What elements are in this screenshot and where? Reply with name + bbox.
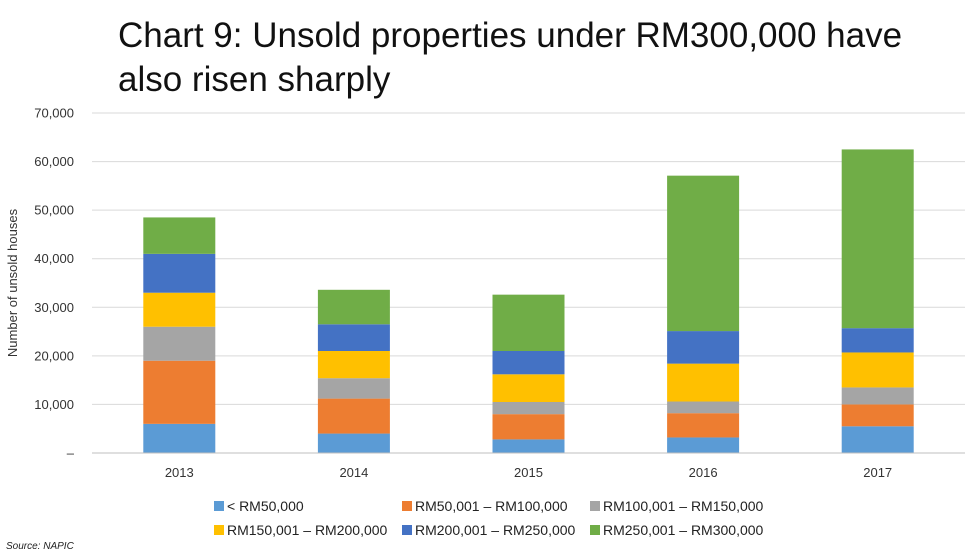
legend-item: < RM50,000 <box>214 498 402 514</box>
x-tick-label: 2016 <box>689 465 718 480</box>
x-tick-label: 2017 <box>863 465 892 480</box>
x-tick-label: 2015 <box>514 465 543 480</box>
bars <box>143 149 914 453</box>
legend-item: RM200,001 – RM250,000 <box>402 522 590 538</box>
legend-swatch <box>590 501 600 511</box>
bar-segment <box>143 423 216 453</box>
y-tick-label: 20,000 <box>34 348 74 363</box>
legend-label: RM150,001 – RM200,000 <box>227 522 388 538</box>
bar-segment <box>492 414 565 440</box>
bar-segment <box>492 402 565 415</box>
legend-item: RM50,001 – RM100,000 <box>402 498 590 514</box>
legend-swatch <box>402 525 412 535</box>
y-tick-label: 40,000 <box>34 251 74 266</box>
y-tick-label: 50,000 <box>34 203 74 218</box>
bar-segment <box>143 217 216 254</box>
bar-segment <box>841 149 914 329</box>
legend-row: < RM50,000 RM50,001 – RM100,000 RM100,001 … <box>214 494 814 518</box>
y-axis-ticks: – 10,000 20,000 30,000 40,000 50,000 60,000 70,… <box>34 106 75 461</box>
bar-segment <box>317 289 390 325</box>
legend-label: RM200,001 – RM250,000 <box>415 522 576 538</box>
bar-segment <box>667 413 740 438</box>
bar-segment <box>667 401 740 414</box>
bar-segment <box>841 328 914 353</box>
bar-segment <box>667 331 740 364</box>
y-tick-label: 30,000 <box>34 300 74 315</box>
y-tick-label: 60,000 <box>34 154 74 169</box>
legend-item: RM100,001 – RM150,000 <box>590 498 790 514</box>
bar-segment <box>667 437 740 453</box>
legend-row: RM150,001 – RM200,000 RM200,001 – RM250,0… <box>214 518 814 542</box>
bar-segment <box>667 175 740 332</box>
bar-segment <box>143 326 216 361</box>
bar-segment <box>143 292 216 327</box>
legend: < RM50,000 RM50,001 – RM100,000 RM100,001 … <box>214 494 814 542</box>
source-note: Source: NAPIC <box>6 541 74 552</box>
bar-segment <box>841 352 914 388</box>
legend-swatch <box>214 525 224 535</box>
bar-segment <box>841 426 914 453</box>
bar-segment <box>667 363 740 402</box>
legend-label: RM100,001 – RM150,000 <box>603 498 764 514</box>
bar-segment <box>317 351 390 379</box>
chart-title: Chart 9: Unsold properties under RM300,0… <box>118 16 903 99</box>
legend-swatch <box>214 501 224 511</box>
x-tick-label: 2014 <box>339 465 368 480</box>
legend-label: RM50,001 – RM100,000 <box>415 498 568 514</box>
y-tick-label: 10,000 <box>34 397 74 412</box>
bar-segment <box>317 378 390 399</box>
y-tick-label: 70,000 <box>34 106 74 121</box>
y-axis-title: Number of unsold houses <box>5 208 20 357</box>
legend-swatch <box>402 501 412 511</box>
bar-segment <box>841 404 914 427</box>
bar-segment <box>317 324 390 351</box>
bar-segment <box>317 398 390 434</box>
bar-segment <box>317 433 390 453</box>
bar-segment <box>143 360 216 424</box>
x-tick-label: 2013 <box>165 465 194 480</box>
legend-item: RM150,001 – RM200,000 <box>214 522 402 538</box>
legend-label: < RM50,000 <box>227 498 304 514</box>
y-tick-label: – <box>67 446 75 461</box>
legend-item: RM250,001 – RM300,000 <box>590 522 790 538</box>
legend-swatch <box>590 525 600 535</box>
legend-label: RM250,001 – RM300,000 <box>603 522 764 538</box>
bar-segment <box>492 374 565 402</box>
bar-segment <box>143 253 216 293</box>
bar-segment <box>492 294 565 351</box>
x-axis-ticks: 2013 2014 2015 2016 2017 <box>165 465 892 480</box>
bar-segment <box>841 387 914 405</box>
bar-segment <box>492 351 565 375</box>
bar-segment <box>492 439 565 453</box>
